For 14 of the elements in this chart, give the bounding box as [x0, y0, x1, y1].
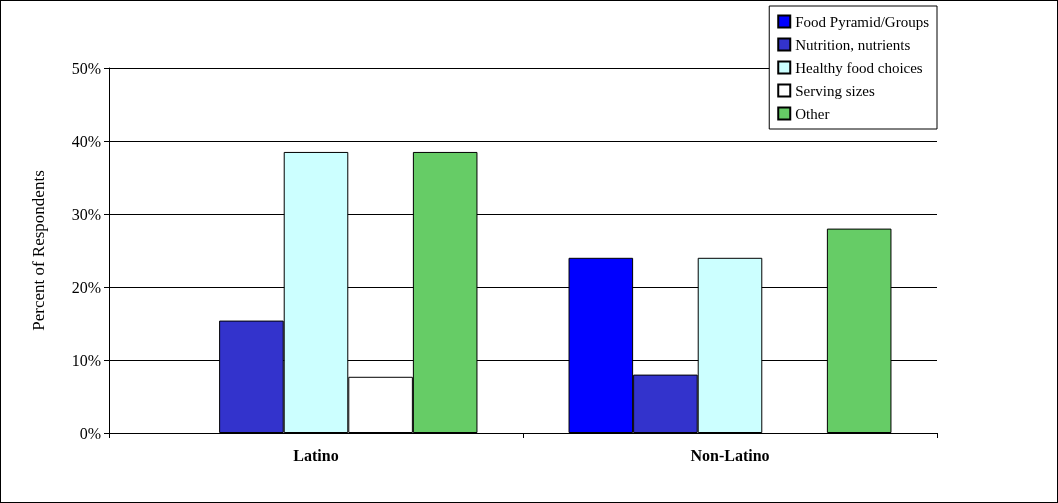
- x-tick-label: Latino: [293, 446, 339, 464]
- legend-label: Serving sizes: [795, 82, 875, 99]
- y-tick-label: 50%: [71, 59, 101, 77]
- y-tick-label: 20%: [71, 278, 101, 296]
- x-tick-label: Non-Latino: [690, 446, 770, 464]
- legend-label: Food Pyramid/Groups: [795, 13, 930, 30]
- y-tick-label: 30%: [71, 205, 101, 223]
- y-tick-label: 0%: [79, 424, 101, 442]
- y-axis-title: Percent of Respondents: [29, 170, 48, 331]
- y-tick-label: 40%: [71, 132, 101, 150]
- y-tick-label: 10%: [71, 351, 101, 369]
- legend-label: Other: [795, 105, 830, 122]
- legend-label: Healthy food choices: [795, 59, 923, 76]
- legend-label: Nutrition, nutrients: [795, 36, 911, 53]
